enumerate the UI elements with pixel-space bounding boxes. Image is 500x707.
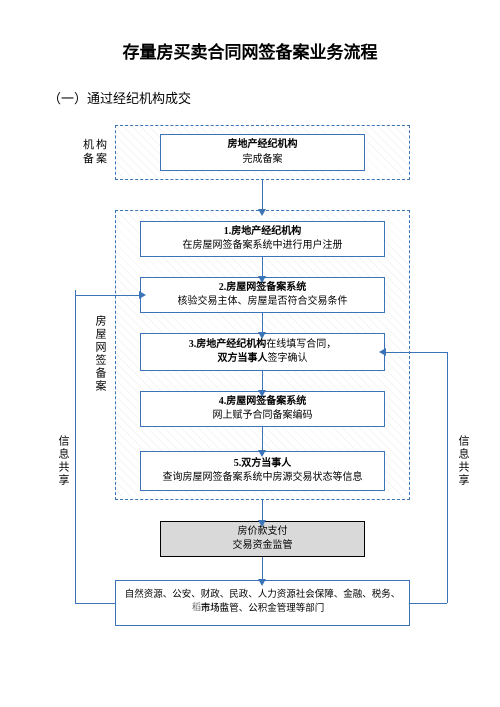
- connector-arrowhead: [258, 390, 266, 397]
- connector-line: [262, 371, 263, 391]
- connector-line: [447, 352, 448, 603]
- side-label-right-share: 信息共享: [455, 435, 471, 487]
- node-5-line1: 5.双方当事人: [234, 457, 292, 472]
- watermark: 稻壳儿市: [192, 600, 228, 613]
- connector-arrowhead: [258, 450, 266, 457]
- connector-arrowhead: [258, 520, 266, 527]
- node-1-line2: 在房屋网签备案系统中进行用户注册: [183, 239, 343, 254]
- connector-line: [385, 352, 447, 353]
- connector-line: [262, 427, 263, 451]
- node-7-text: 自然资源、公安、财政、民政、人力资源社会保障、金融、税务、市场监管、公积金管理等…: [122, 589, 403, 617]
- connector-line: [262, 180, 263, 210]
- connector-arrowhead: [258, 332, 266, 339]
- connector-arrowhead: [258, 209, 266, 216]
- node-3-line1b: 在线填写合同，: [266, 339, 336, 350]
- connector-line: [75, 295, 76, 603]
- page-title: 存量房买卖合同网签备案业务流程: [0, 38, 500, 63]
- connector-line: [75, 295, 140, 296]
- node-4-line2: 网上赋予合同备案编码: [213, 409, 313, 424]
- connector-line: [75, 603, 115, 604]
- connector-arrowhead: [139, 291, 146, 299]
- node-2-line2: 核验交易主体、房屋是否符合交易条件: [178, 295, 348, 310]
- connector-arrowhead: [258, 276, 266, 283]
- node-3-line2: 双方当事人签字确认: [218, 352, 308, 367]
- node-0-line1: 房地产经纪机构: [228, 138, 298, 153]
- node-1-line1: 1.房地产经纪机构: [224, 225, 302, 240]
- node-3-line2b: 签字确认: [268, 353, 308, 364]
- connector-arrowhead: [379, 348, 386, 356]
- node-5-line2: 查询房屋网签备案系统中房源交易状态等信息: [163, 471, 363, 486]
- side-label-left-share: 信息共享: [55, 435, 71, 487]
- node-0-jg: 房地产经纪机构 完成备案: [160, 134, 365, 171]
- node-1: 1.房地产经纪机构 在房屋网签备案系统中进行用户注册: [140, 221, 385, 257]
- node-3-line1: 3.房地产经纪机构在线填写合同，: [189, 338, 337, 353]
- node-6-line2: 交易资金监管: [233, 539, 293, 554]
- connector-line: [410, 603, 447, 604]
- side-label-fw: 房屋网签备案: [92, 315, 108, 393]
- node-0-line2: 完成备案: [243, 153, 283, 168]
- connector-line: [262, 557, 263, 580]
- side-label-jg: 机构 备案: [83, 138, 109, 167]
- node-3-line1a: 3.房地产经纪机构: [189, 339, 267, 350]
- connector-line: [262, 257, 263, 277]
- connector-line: [262, 313, 263, 333]
- node-3-line2a: 双方当事人: [218, 353, 268, 364]
- section-subtitle: （一）通过经纪机构成交: [48, 88, 191, 107]
- connector-arrowhead: [258, 579, 266, 586]
- node-5: 5.双方当事人 查询房屋网签备案系统中房源交易状态等信息: [140, 451, 385, 491]
- node-7-departments: 自然资源、公安、财政、民政、人力资源社会保障、金融、税务、市场监管、公积金管理等…: [115, 580, 410, 626]
- connector-line: [262, 500, 263, 521]
- connector-line: [75, 290, 76, 295]
